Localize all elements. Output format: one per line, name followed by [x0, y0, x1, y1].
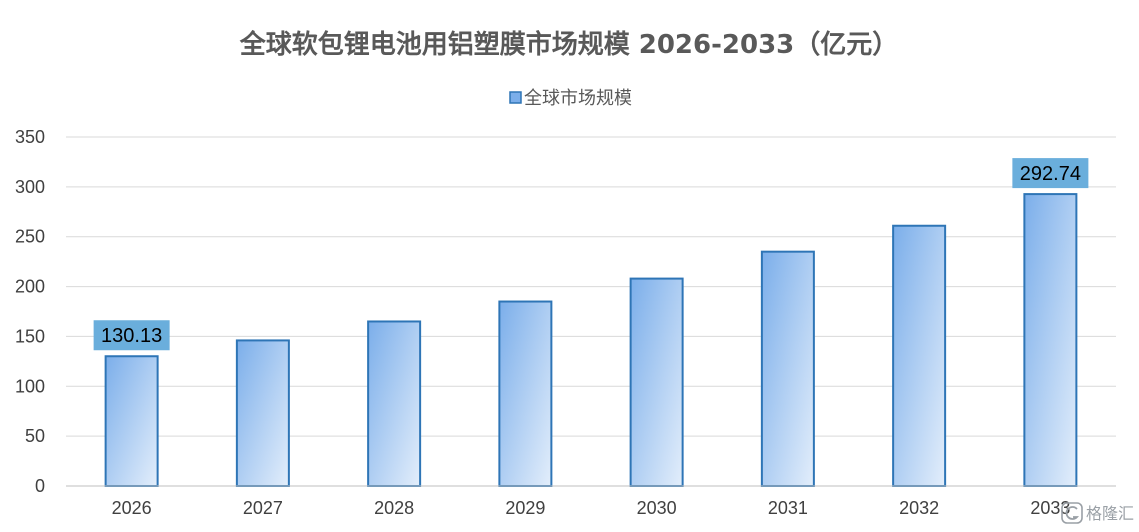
- x-tick-label: 2030: [637, 498, 677, 518]
- bar-2031: [760, 250, 815, 487]
- y-tick-label: 300: [15, 177, 45, 197]
- x-tick-label: 2033: [1030, 498, 1070, 518]
- y-tick-label: 0: [35, 476, 45, 496]
- data-label-box: [1012, 158, 1089, 189]
- bar-2026: [104, 355, 159, 487]
- watermark: 格隆汇: [1061, 502, 1134, 524]
- bar-2033: [1023, 193, 1078, 487]
- x-tick-label: 2032: [899, 498, 939, 518]
- x-tick-label: 2028: [374, 498, 414, 518]
- x-tick-label: 2031: [768, 498, 808, 518]
- bar-2030: [629, 277, 684, 488]
- watermark-text: 格隆汇: [1086, 504, 1134, 523]
- chart-title: 全球软包锂电池用铝塑膜市场规模 2026-2033（亿元）: [239, 29, 899, 60]
- y-tick-label: 100: [15, 376, 45, 396]
- x-tick-label: 2029: [505, 498, 545, 518]
- x-tick-label: 2026: [112, 498, 152, 518]
- bar-2032: [892, 224, 947, 487]
- y-tick-label: 50: [25, 426, 45, 446]
- y-tick-label: 250: [15, 227, 45, 247]
- gridlines: [66, 136, 1116, 437]
- x-axis: 2026 2027 2028 2029 2030 2031 2032 2033: [66, 485, 1116, 518]
- legend-swatch: [509, 91, 522, 104]
- y-tick-label: 350: [15, 127, 45, 147]
- data-labels: 130.13 292.74: [93, 158, 1089, 351]
- bar-2027: [235, 339, 290, 487]
- legend-label: 全球市场规模: [524, 88, 632, 109]
- y-tick-label: 150: [15, 326, 45, 346]
- data-label-box: [93, 320, 170, 351]
- legend: 全球市场规模: [509, 88, 632, 109]
- bar-2029: [498, 300, 553, 487]
- x-tick-label: 2027: [243, 498, 283, 518]
- gelonghui-logo-icon: [1061, 502, 1083, 524]
- data-label: 292.74: [1020, 163, 1081, 185]
- data-label: 130.13: [101, 325, 162, 347]
- y-axis: 0 50 100 150 200 250 300 350: [15, 127, 45, 496]
- bar-2028: [367, 320, 422, 487]
- bars: [104, 193, 1078, 488]
- y-tick-label: 200: [15, 277, 45, 297]
